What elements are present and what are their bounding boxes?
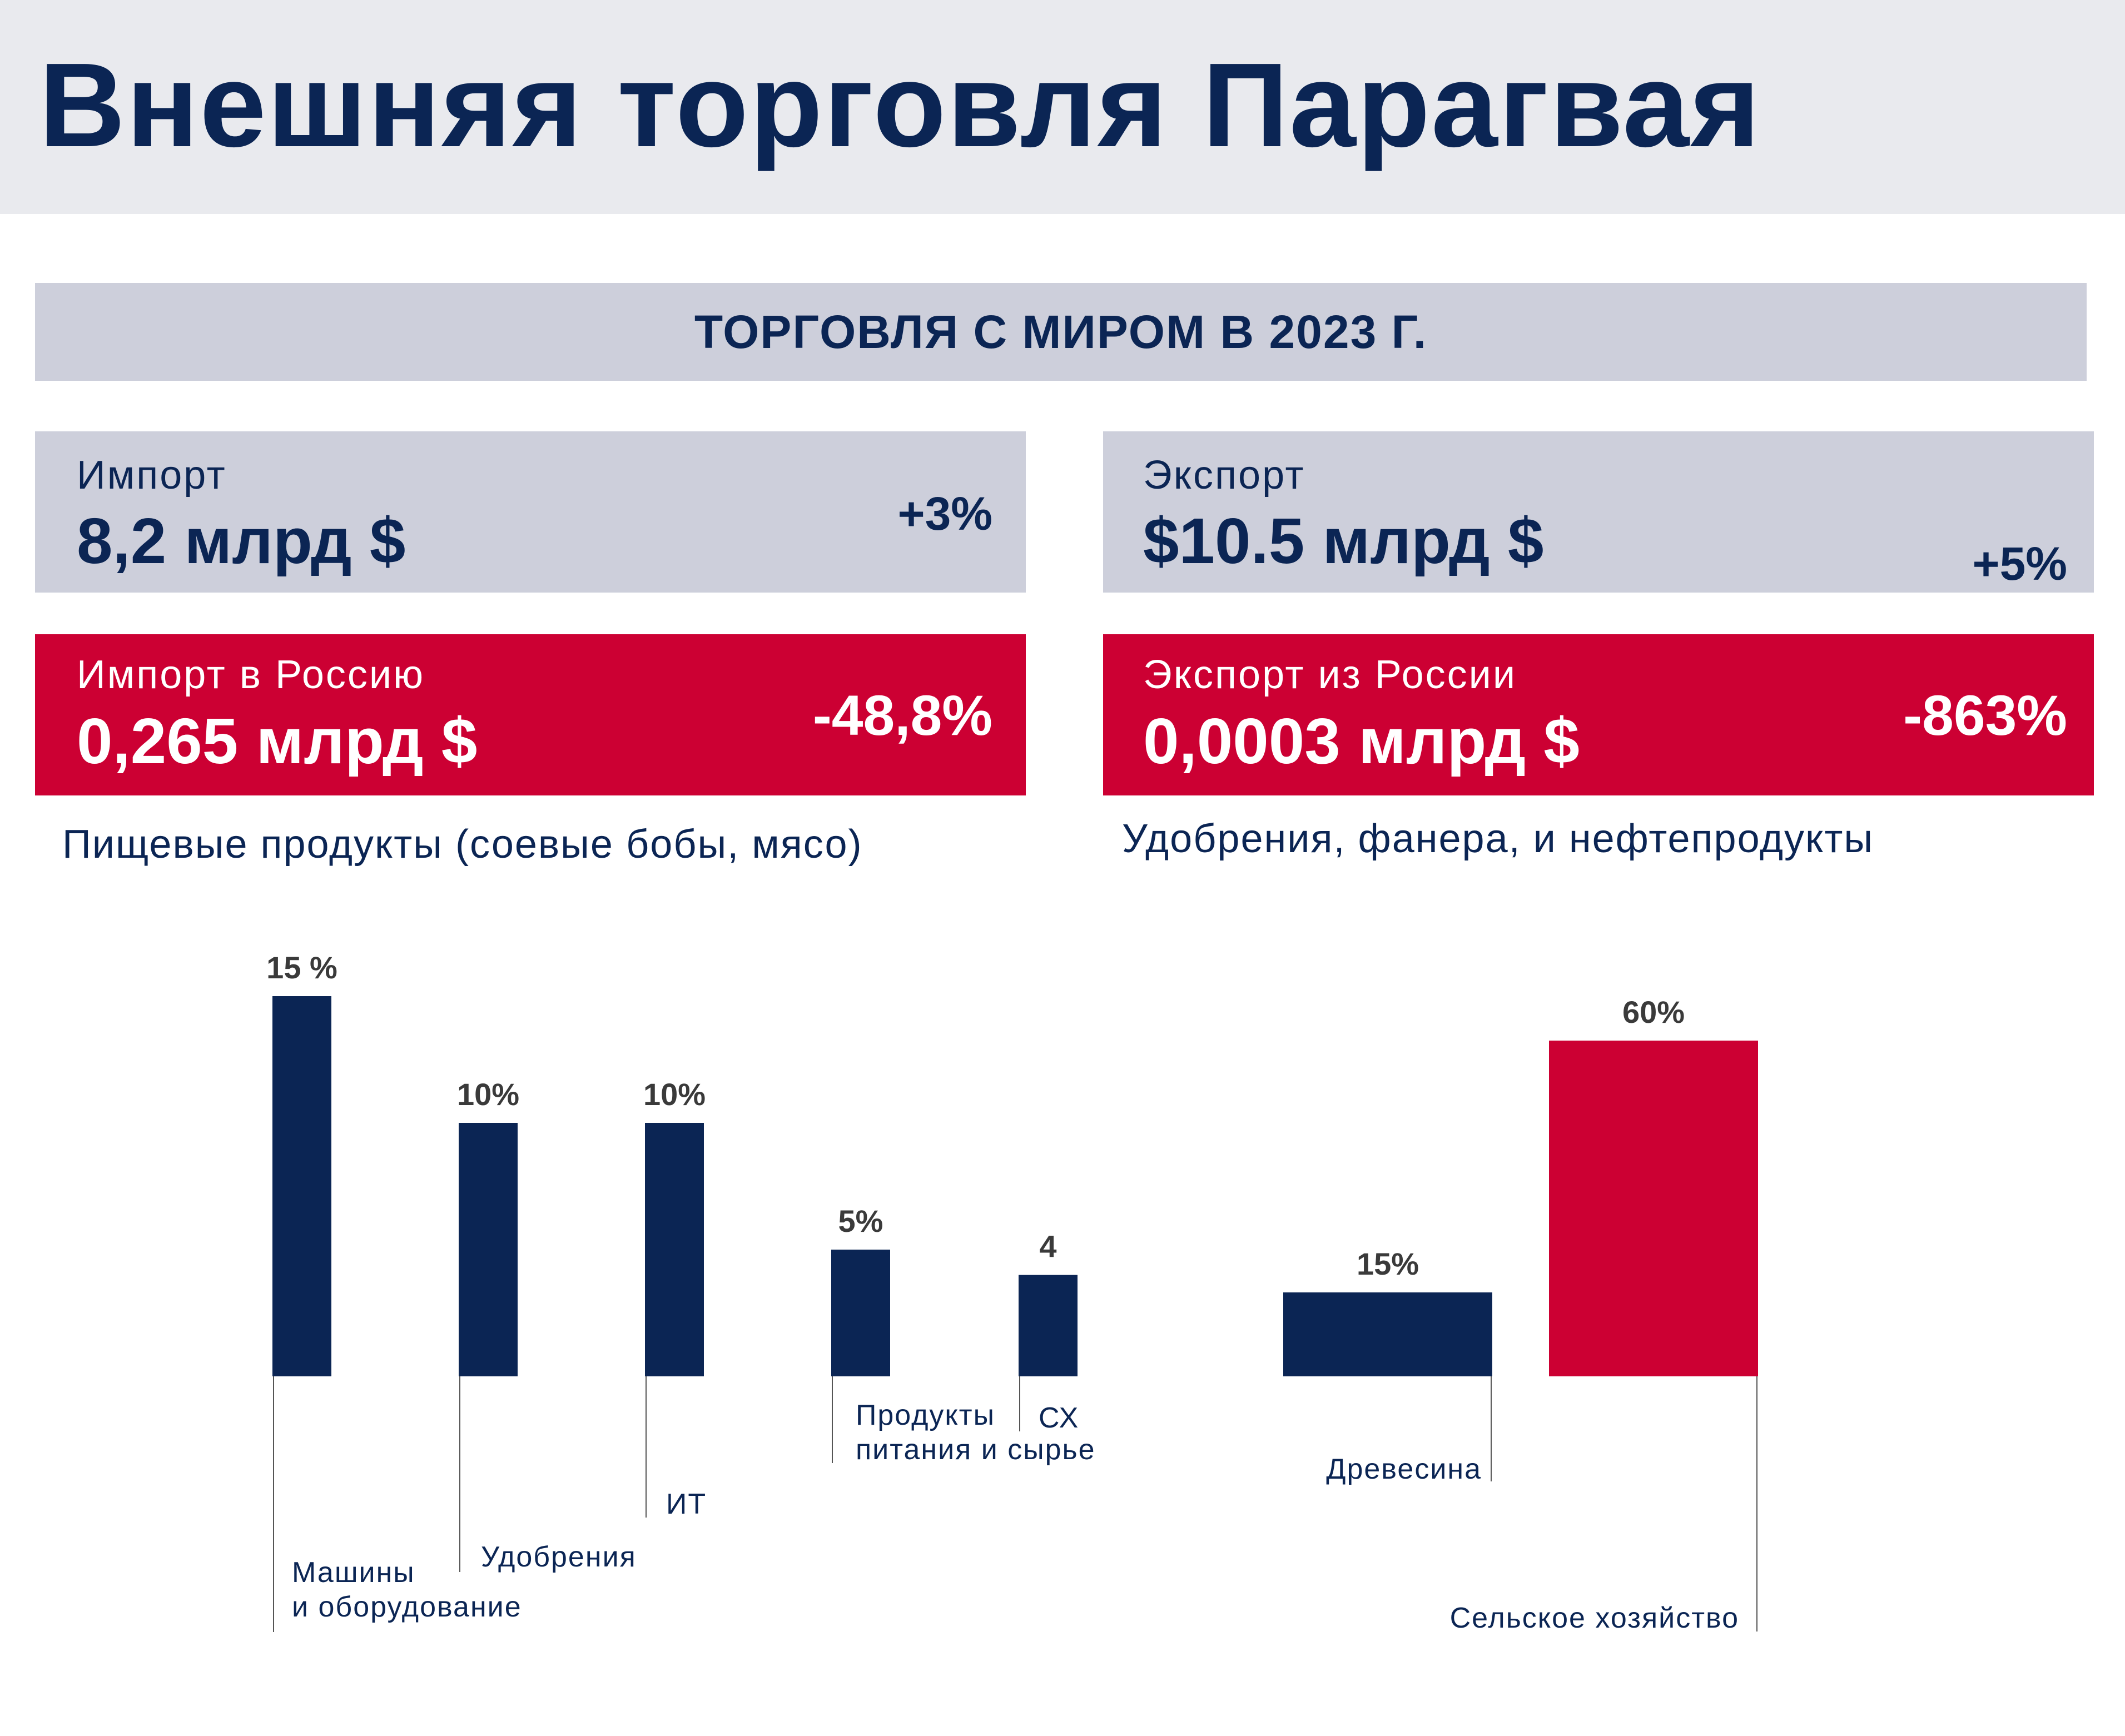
- bar-value-label: 15 %: [266, 950, 337, 985]
- category-label: Сельское хозяйство: [1450, 1602, 1739, 1634]
- bar-2-2: [1549, 1041, 1758, 1376]
- import-card: Импорт 8,2 млрд $ +3%: [35, 431, 1026, 593]
- category-label: СХ: [1039, 1402, 1079, 1434]
- bar-value-label: 5%: [838, 1203, 883, 1238]
- category-label: ИТ: [666, 1488, 707, 1520]
- bar-2-1: [1283, 1292, 1492, 1376]
- bar-1-3: [645, 1123, 704, 1376]
- import-label: Импорт: [77, 453, 227, 498]
- section-title: ТОРГОВЛЯ С МИРОМ В 2023 Г.: [694, 305, 1428, 358]
- category-label: Удобрения: [481, 1541, 637, 1573]
- import-russia-caption: Пищевые продукты (соевые бобы, мясо): [62, 822, 863, 867]
- export-russia-caption: Удобрения, фанера, и нефтепродукты: [1122, 817, 1874, 861]
- import-change: +3%: [897, 488, 992, 540]
- import-value: 8,2 млрд $: [77, 505, 406, 577]
- bar-value-label: 15%: [1357, 1246, 1419, 1281]
- bar-1-5: [1019, 1275, 1078, 1376]
- header-band: [0, 0, 2125, 214]
- bar-1-2: [459, 1123, 518, 1376]
- export-russia-card: Экспорт из России 0,0003 млрд $ -863%: [1103, 634, 2094, 795]
- bar-value-label: 10%: [643, 1077, 706, 1112]
- category-label: и оборудование: [292, 1591, 522, 1623]
- bar-1-4: [831, 1250, 890, 1376]
- import-russia-change: -48,8%: [812, 684, 992, 747]
- import-russia-label: Импорт в Россию: [77, 653, 425, 697]
- export-label: Экспорт: [1143, 453, 1305, 498]
- page-title: Внешняя торговля Парагвая: [39, 38, 1761, 172]
- export-russia-value: 0,0003 млрд $: [1143, 705, 1580, 777]
- export-russia-change: -863%: [1903, 684, 2067, 747]
- category-label: Продукты: [856, 1399, 995, 1431]
- import-russia-card: Импорт в Россию 0,265 млрд $ -48,8%: [35, 634, 1026, 795]
- export-card: Экспорт $10.5 млрд $ +5%: [1103, 431, 2094, 593]
- export-value: $10.5 млрд $: [1143, 505, 1544, 577]
- bar-1-1: [272, 996, 331, 1376]
- export-russia-label: Экспорт из России: [1143, 653, 1517, 697]
- category-label: питания и сырье: [856, 1434, 1096, 1466]
- bar-value-label: 60%: [1622, 994, 1685, 1029]
- export-change: +5%: [1972, 538, 2067, 590]
- category-label: Древесина: [1326, 1453, 1482, 1485]
- bar-value-label: 4: [1039, 1229, 1056, 1264]
- category-label: Машины: [292, 1556, 415, 1589]
- import-russia-value: 0,265 млрд $: [77, 705, 478, 777]
- bar-value-label: 10%: [457, 1077, 519, 1112]
- section-bar: ТОРГОВЛЯ С МИРОМ В 2023 Г.: [35, 283, 2087, 381]
